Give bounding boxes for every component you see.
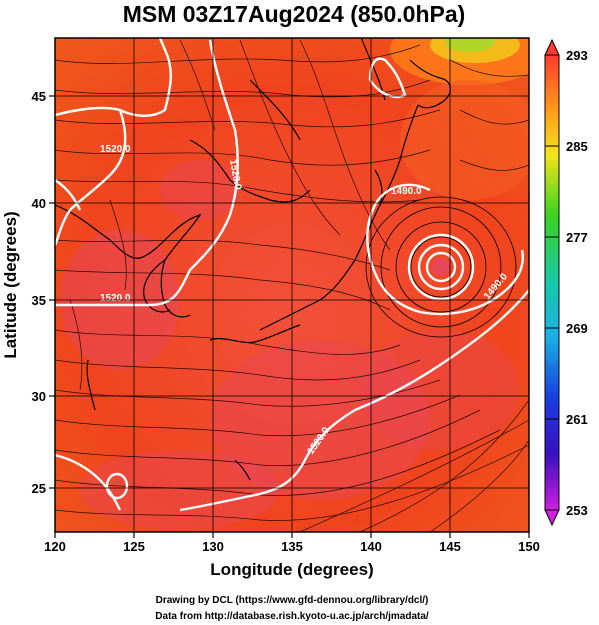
y-tick-label: 25: [32, 481, 46, 496]
colorbar-bottom-arrow: [544, 509, 560, 527]
contour-label: 1490.0: [391, 186, 422, 197]
cool-patch: [445, 38, 495, 52]
cool-patch: [400, 80, 529, 200]
colorbar-label: 269: [566, 321, 588, 336]
streamlines: [55, 39, 529, 532]
colorbar-label: 253: [566, 503, 588, 518]
colorbar-label: 285: [566, 139, 588, 154]
x-tick-label: 130: [202, 539, 224, 554]
warm-patch: [360, 330, 520, 450]
colorbar-gradient: [544, 54, 560, 511]
credit-line: Data from http://database.rish.kyoto-u.a…: [155, 611, 429, 622]
map-title: MSM 03Z17Aug2024 (850.0hPa): [123, 1, 466, 27]
warm-patch: [80, 450, 280, 530]
plot-area: 1520.0 1520.0 1520.0 1490.0 1520.0 1490.…: [55, 38, 529, 532]
x-tick-label: 120: [44, 539, 66, 554]
colorbar: [544, 38, 560, 527]
lat-lon-grid: [55, 38, 529, 532]
y-tick-label: 40: [32, 196, 46, 211]
x-tick-label: 150: [518, 539, 540, 554]
y-tick-label: 30: [32, 389, 46, 404]
x-ticks: [54, 532, 530, 538]
y-ticks: [49, 95, 55, 489]
colorbar-label: 293: [566, 48, 588, 63]
colorbar-label: 277: [566, 230, 588, 245]
geopotential-contours: [55, 38, 529, 512]
contour-label: 1520.0: [100, 293, 131, 304]
colorbar-label: 261: [566, 412, 588, 427]
y-tick-label: 45: [32, 89, 46, 104]
typhoon-streamlines: [365, 196, 517, 338]
x-axis-label: Longitude (degrees): [210, 560, 373, 579]
credit-line: Drawing by DCL (https://www.gfd-dennou.o…: [156, 595, 429, 606]
colorbar-top-arrow: [544, 38, 560, 56]
contour-label: 1520.0: [227, 159, 243, 191]
x-tick-label: 140: [360, 539, 382, 554]
warm-patch: [210, 340, 430, 500]
y-tick-label: 35: [32, 293, 46, 308]
x-tick-label: 125: [123, 539, 145, 554]
warm-patch: [160, 160, 240, 220]
x-tick-label: 135: [281, 539, 303, 554]
contour-label: 1520.0: [100, 144, 131, 155]
y-axis-label: Latitude (degrees): [1, 211, 20, 358]
typhoon-core: [432, 258, 450, 276]
x-tick-label: 145: [439, 539, 461, 554]
